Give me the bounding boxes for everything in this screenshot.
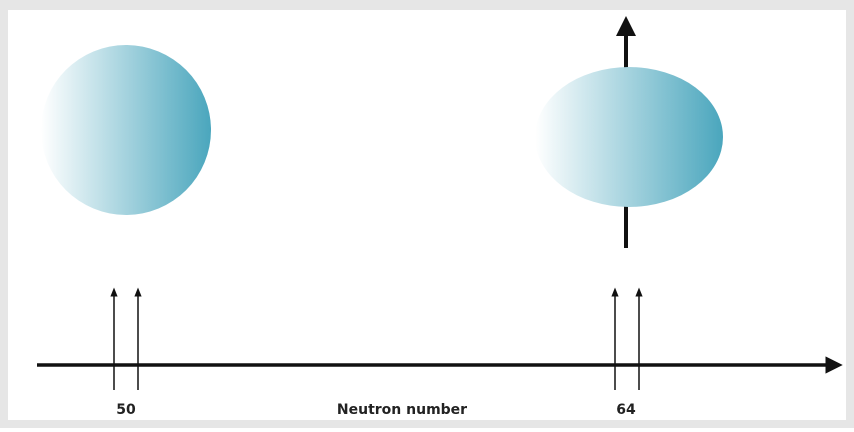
tick-label: 64 [616,402,636,418]
deformed-nucleus [535,67,723,207]
page: 50 Neutron number 64 (() => { const data… [0,0,854,428]
tick-label: 50 [116,402,136,418]
spherical-nucleus [41,45,211,215]
diagram: 50 Neutron number 64 [0,0,854,428]
axis-label: Neutron number [337,402,467,418]
